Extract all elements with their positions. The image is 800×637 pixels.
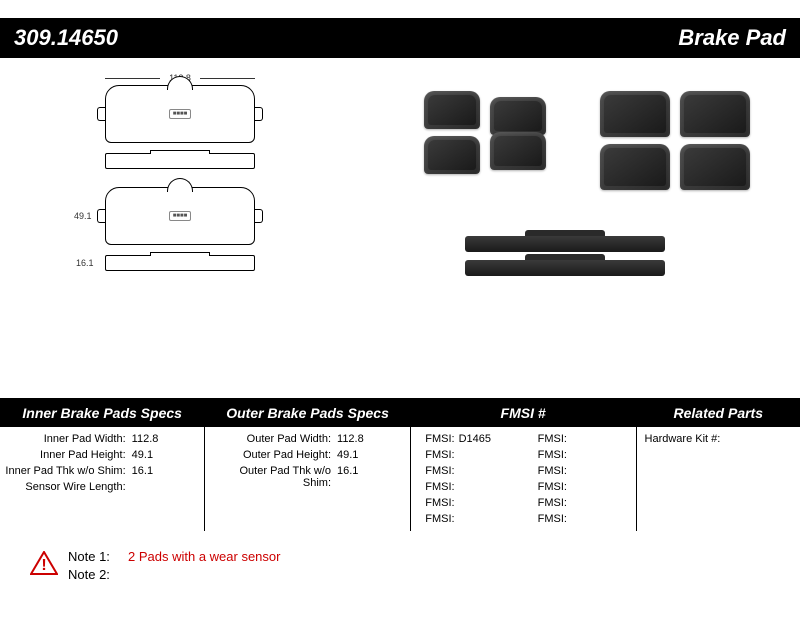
- pad-side-profile-bottom: 16.1: [105, 255, 255, 271]
- pad-side-photo: [465, 236, 665, 252]
- note2-label: Note 2:: [68, 567, 124, 582]
- pad-photo: [600, 144, 670, 190]
- spec-row: Outer Pad Width:112.8: [205, 431, 409, 447]
- pad-photo: [680, 91, 750, 137]
- specs-table: Inner Brake Pads Specs Inner Pad Width:1…: [0, 398, 800, 531]
- related-parts-body: Hardware Kit #:: [637, 427, 800, 451]
- related-parts-header: Related Parts: [637, 399, 800, 427]
- related-parts-column: Related Parts Hardware Kit #:: [637, 399, 800, 531]
- fmsi-row: FMSI:: [523, 511, 635, 527]
- pad-photo: [490, 132, 546, 170]
- notes-area: ! Note 1: 2 Pads with a wear sensor Note…: [0, 549, 800, 585]
- pad-photo: [600, 91, 670, 137]
- spec-row: Inner Pad Width:112.8: [0, 431, 204, 447]
- spec-row: Inner Pad Height:49.1: [0, 447, 204, 463]
- fmsi-row: FMSI:: [523, 479, 635, 495]
- note1-label: Note 1:: [68, 549, 124, 564]
- pad-side-profile-top: [105, 153, 255, 169]
- product-photo-set-2: [590, 88, 760, 198]
- fmsi-row: FMSI:: [411, 479, 523, 495]
- fmsi-row: FMSI:D1465: [411, 431, 523, 447]
- inner-specs-column: Inner Brake Pads Specs Inner Pad Width:1…: [0, 399, 205, 531]
- fmsi-row: FMSI:: [411, 511, 523, 527]
- pad-photo: [424, 91, 480, 129]
- fmsi-header: FMSI #: [411, 399, 636, 427]
- pad-side-photo: [465, 260, 665, 276]
- pad-photo: [424, 136, 480, 174]
- part-number: 309.14650: [14, 25, 118, 51]
- pad-brand-label: ■■■■: [169, 211, 192, 221]
- inner-specs-body: Inner Pad Width:112.8 Inner Pad Height:4…: [0, 427, 204, 499]
- dimension-height: 49.1: [74, 211, 92, 221]
- inner-specs-header: Inner Brake Pads Specs: [0, 399, 204, 427]
- svg-text:!: !: [41, 557, 46, 574]
- pad-outline-bottom: ■■■■ 49.1: [105, 187, 255, 245]
- fmsi-row: FMSI:: [523, 431, 635, 447]
- page-title: Brake Pad: [678, 25, 786, 51]
- dimension-thickness: 16.1: [76, 258, 94, 268]
- fmsi-row: FMSI:: [411, 463, 523, 479]
- spec-row: Outer Pad Height:49.1: [205, 447, 409, 463]
- drawing-outer-pad: 112.8 ■■■■: [55, 73, 305, 169]
- fmsi-row: FMSI:: [411, 495, 523, 511]
- spec-row: Outer Pad Thk w/o Shim:16.1: [205, 463, 409, 491]
- fmsi-row: FMSI:: [523, 447, 635, 463]
- drawing-inner-pad: ■■■■ 49.1 16.1: [55, 187, 305, 271]
- warning-icon: !: [30, 551, 58, 575]
- pad-brand-label: ■■■■: [169, 109, 192, 119]
- diagram-area: 112.8 ■■■■ ■■■■ 49.1: [0, 58, 800, 398]
- outer-specs-body: Outer Pad Width:112.8 Outer Pad Height:4…: [205, 427, 409, 495]
- outer-specs-column: Outer Brake Pads Specs Outer Pad Width:1…: [205, 399, 410, 531]
- technical-drawings: 112.8 ■■■■ ■■■■ 49.1: [55, 73, 305, 279]
- pad-photo: [680, 144, 750, 190]
- pad-outline-top: ■■■■: [105, 85, 255, 143]
- header-bar: 309.14650 Brake Pad: [0, 18, 800, 58]
- fmsi-column: FMSI # FMSI:D1465 FMSI: FMSI: FMSI: FMSI…: [411, 399, 637, 531]
- fmsi-row: FMSI:: [523, 463, 635, 479]
- notes-text: Note 1: 2 Pads with a wear sensor Note 2…: [68, 549, 280, 585]
- fmsi-body: FMSI:D1465 FMSI: FMSI: FMSI: FMSI: FMSI:…: [411, 427, 636, 531]
- product-photo-set-1: [400, 88, 570, 178]
- related-row: Hardware Kit #:: [637, 431, 800, 447]
- note-row-1: Note 1: 2 Pads with a wear sensor: [68, 549, 280, 564]
- spec-row: Inner Pad Thk w/o Shim:16.1: [0, 463, 204, 479]
- note1-value: 2 Pads with a wear sensor: [128, 549, 280, 564]
- fmsi-row: FMSI:: [411, 447, 523, 463]
- fmsi-row: FMSI:: [523, 495, 635, 511]
- outer-specs-header: Outer Brake Pads Specs: [205, 399, 409, 427]
- spec-row: Sensor Wire Length:: [0, 479, 204, 495]
- pad-photo: [490, 97, 546, 135]
- product-photo-side-views: [440, 228, 690, 284]
- note-row-2: Note 2:: [68, 567, 280, 582]
